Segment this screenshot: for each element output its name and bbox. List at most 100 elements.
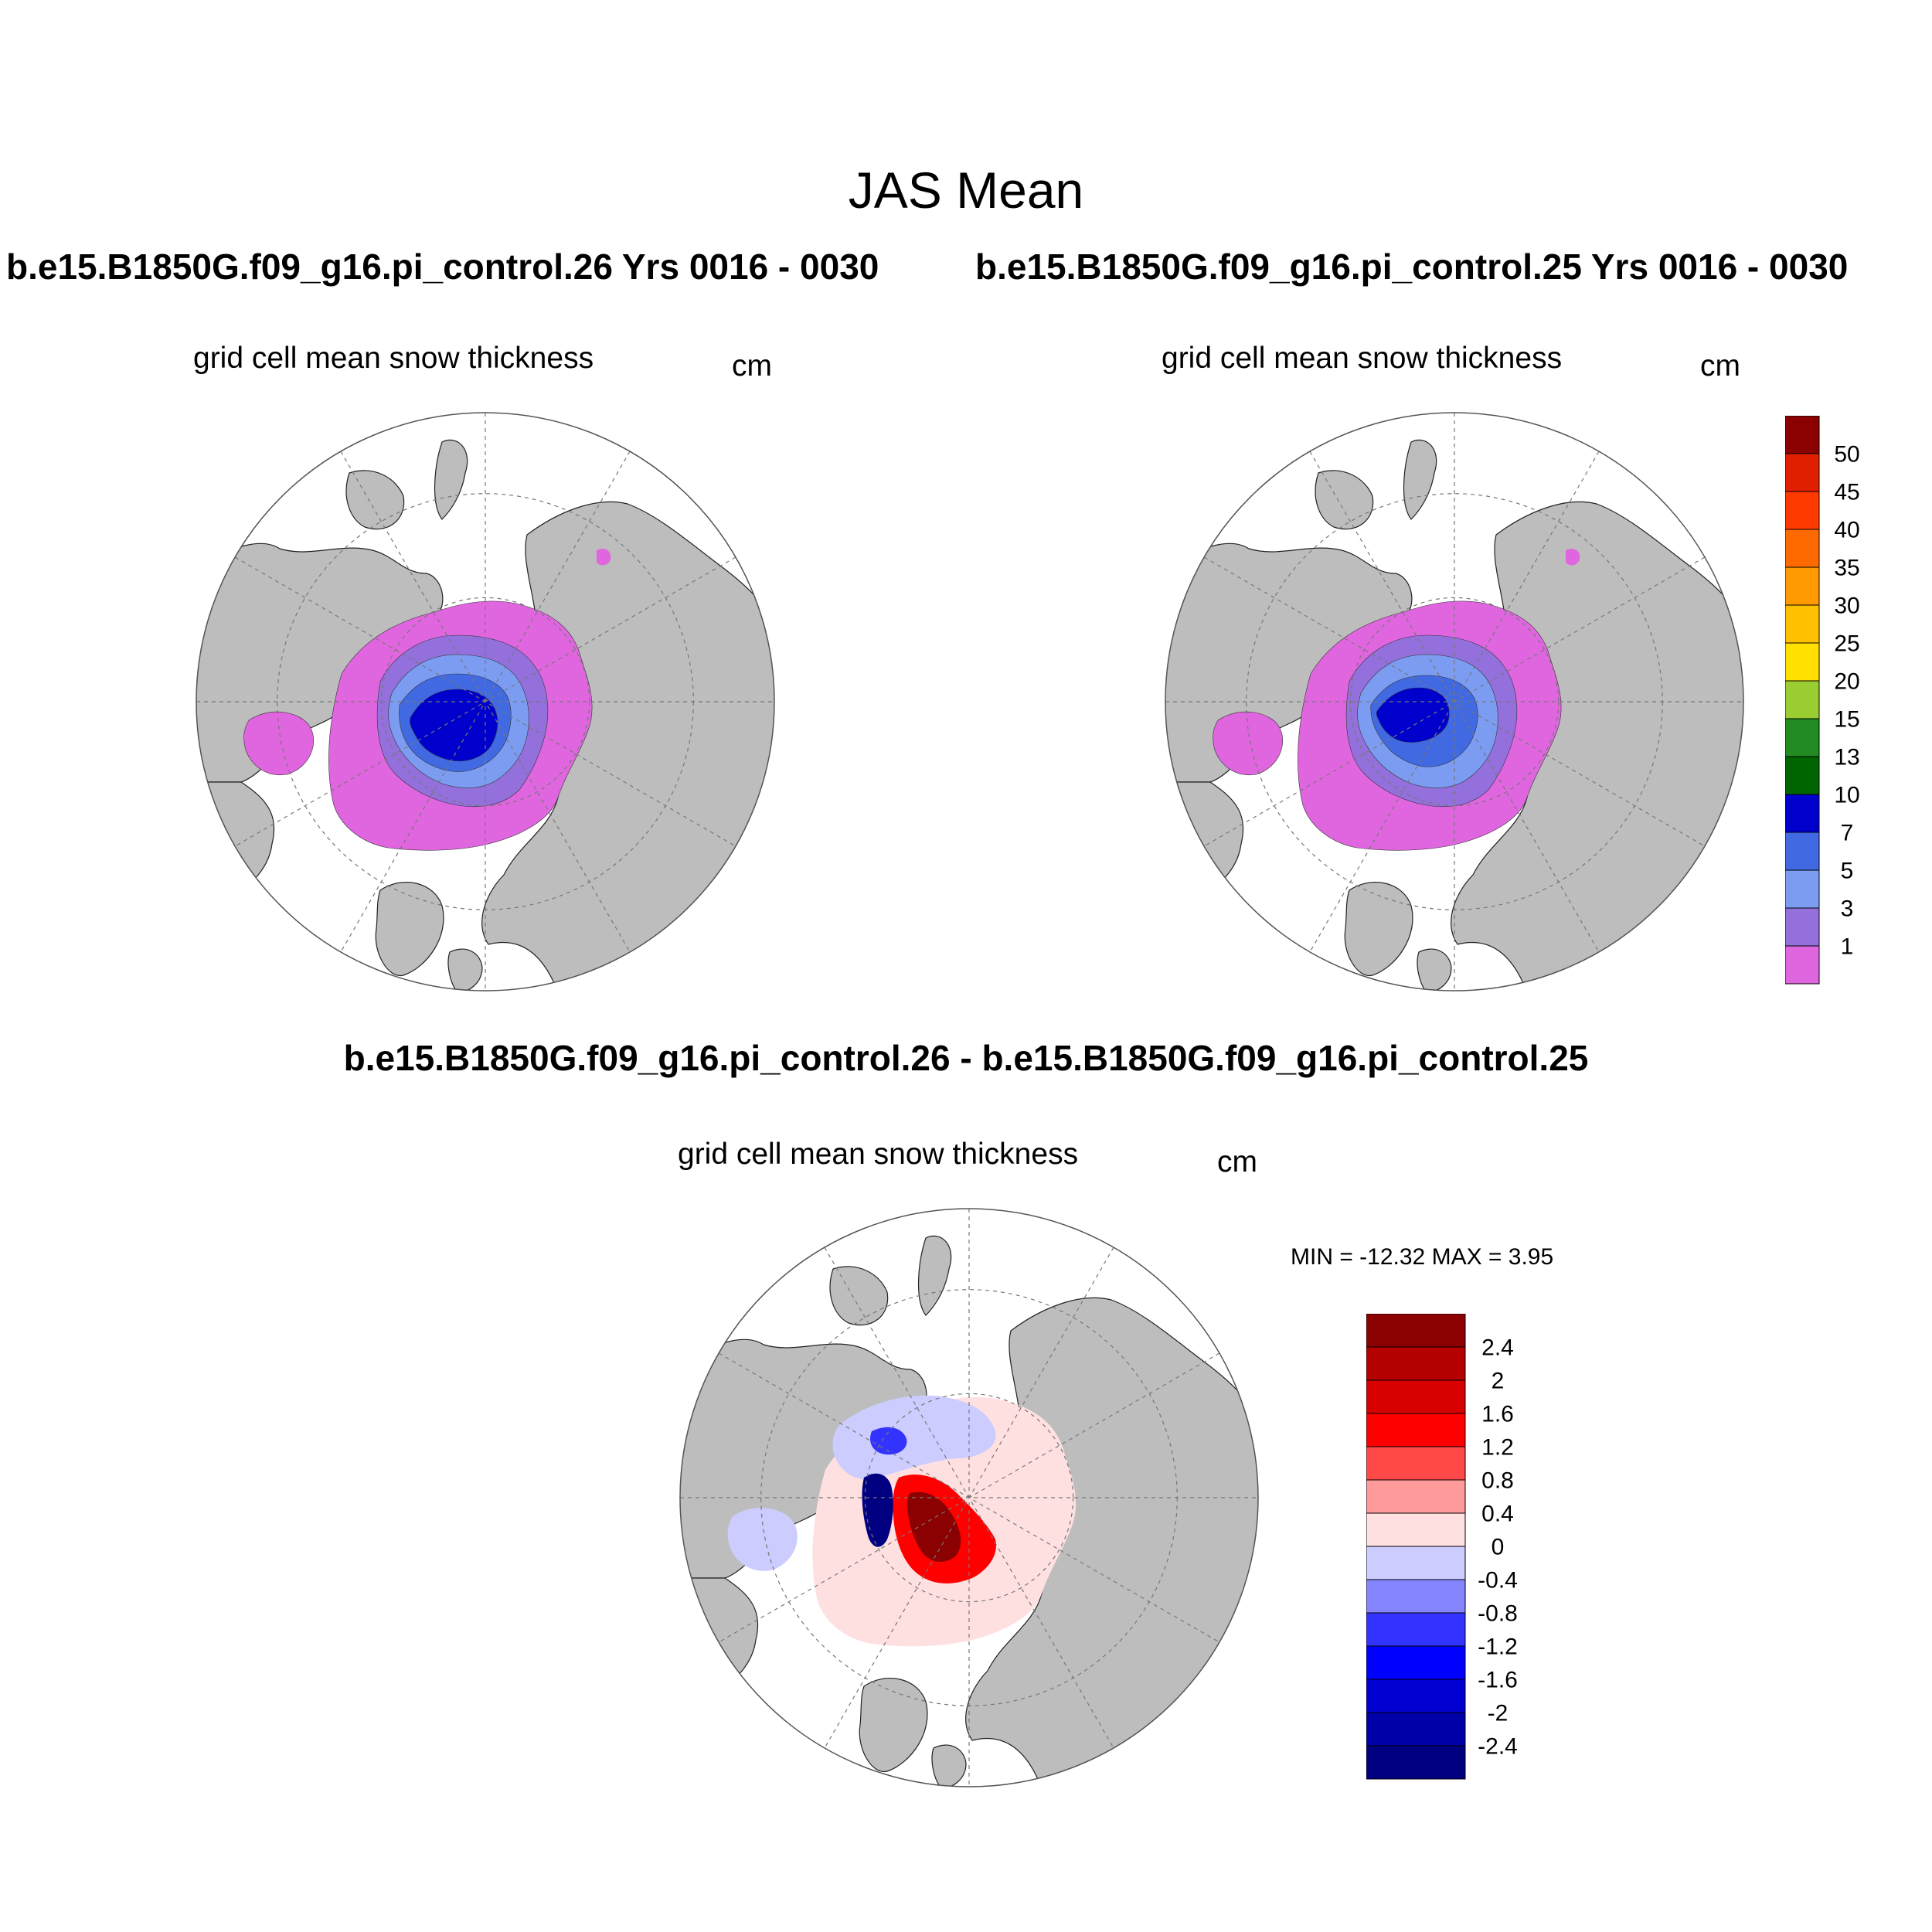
land-britain — [447, 948, 483, 991]
graticule — [680, 1209, 1258, 1787]
colorbar-box-9 — [1785, 604, 1820, 644]
colorbar-label: 13 — [1834, 745, 1859, 770]
case2-title: b.e15.B1850G.f09_g16.pi_control.25 Yrs 0… — [975, 247, 1849, 287]
colorbar-box-12 — [1366, 1346, 1466, 1381]
land-scandinavia — [375, 882, 444, 976]
colorbar-label: 35 — [1834, 556, 1859, 581]
land-kamchatka — [434, 439, 468, 520]
difference-polar-map — [679, 1208, 1259, 1787]
colorbar-label: 25 — [1834, 631, 1859, 657]
colorbar-box-4 — [1366, 1612, 1466, 1647]
map-border — [196, 412, 775, 992]
colorbar-label: 1.6 — [1481, 1402, 1514, 1427]
latitude-circle-0 — [380, 597, 590, 807]
colorbar-label: 1.2 — [1481, 1435, 1514, 1461]
colorbar-label: 0.8 — [1481, 1468, 1514, 1494]
hudson-bay-snow — [1213, 711, 1283, 776]
case2-polar-map — [1165, 412, 1744, 992]
case1-title: b.e15.B1850G.f09_g16.pi_control.26 Yrs 0… — [6, 247, 879, 287]
difference-title: b.e15.B1850G.f09_g16.pi_control.26 - b.e… — [343, 1038, 1589, 1078]
meridian-150 — [718, 1352, 1220, 1643]
graticule — [1165, 413, 1743, 991]
figure-title: JAS Mean — [848, 162, 1084, 219]
diff-negative-core — [870, 1427, 907, 1455]
colorbar-label: 2 — [1492, 1369, 1505, 1394]
colorbar-label: 50 — [1834, 442, 1859, 468]
land-britain — [1417, 948, 1452, 991]
map-clip-area — [680, 1209, 1258, 1787]
case2-variable-label: grid cell mean snow thickness — [1162, 342, 1563, 375]
colorbar-label: 30 — [1834, 594, 1859, 619]
diff-positive-core — [906, 1492, 961, 1562]
latitude-circle-0 — [864, 1393, 1074, 1603]
colorbar-label: -1.2 — [1478, 1634, 1518, 1660]
case1-polar-map — [196, 412, 775, 992]
colorbar-box-10 — [1366, 1413, 1466, 1447]
colorbar-box-3 — [1785, 832, 1820, 871]
colorbar-box-5 — [1366, 1579, 1466, 1614]
colorbar-box-8 — [1785, 642, 1820, 682]
diff-variable-label: grid cell mean snow thickness — [678, 1138, 1079, 1171]
colorbar-label: -2 — [1488, 1701, 1509, 1726]
colorbar-box-9 — [1366, 1446, 1466, 1481]
colorbar-label: 0 — [1492, 1535, 1505, 1560]
snow-contours — [1298, 600, 1562, 851]
colorbar-box-7 — [1366, 1512, 1466, 1547]
okhotsk-snow — [597, 549, 611, 566]
case1-variable-label: grid cell mean snow thickness — [193, 342, 594, 375]
land-scandinavia — [859, 1678, 928, 1772]
colorbar-box-11 — [1785, 529, 1820, 568]
graticule — [196, 413, 774, 991]
colorbar-box-5 — [1785, 756, 1820, 795]
colorbar-box-0 — [1785, 945, 1820, 985]
case2-map-group — [1165, 412, 1744, 992]
colorbar-box-14 — [1785, 416, 1820, 454]
diff-minmax-label: MIN = -12.32 MAX = 3.95 — [1291, 1244, 1554, 1270]
colorbar-box-4 — [1785, 794, 1820, 833]
colorbar-box-10 — [1785, 566, 1820, 606]
land-kamchatka — [917, 1235, 952, 1316]
colorbar-box-6 — [1785, 718, 1820, 757]
latitude-circle-0 — [1349, 597, 1560, 807]
hudson-bay-diff — [727, 1508, 798, 1571]
colorbar-diff-group: -2.4 -2 -1.6 -1.2 -0.8 -0.4 0 0.4 0.8 1.2 1.6 2 2.4 — [1366, 1314, 1518, 1780]
colorbar-label: 10 — [1834, 783, 1859, 808]
colorbar-label: -0.4 — [1478, 1568, 1518, 1594]
colorbar-label: 15 — [1834, 707, 1859, 733]
colorbar-label: -2.4 — [1478, 1734, 1518, 1760]
colorbar-label: -0.8 — [1478, 1601, 1518, 1627]
snow-level-4 — [410, 689, 498, 762]
colorbar-box-8 — [1366, 1479, 1466, 1514]
map-border — [1165, 412, 1744, 992]
case2-units-label: cm — [1700, 349, 1740, 383]
diff-contours — [812, 1395, 1077, 1647]
hudson-bay-snow — [243, 711, 314, 776]
colorbar-label: 5 — [1841, 859, 1854, 884]
colorbar-difference: -2.4 -2 -1.6 -1.2 -0.8 -0.4 0 0.4 0.8 1.2 1.6 2 2.4 — [1366, 1314, 1518, 1780]
diff-map-group — [679, 1208, 1259, 1787]
colorbar-label: 3 — [1841, 896, 1854, 922]
colorbar-box-11 — [1366, 1379, 1466, 1414]
meridian-150 — [1203, 556, 1706, 847]
colorbar-label: -1.6 — [1478, 1668, 1518, 1693]
map-clip-area — [1165, 413, 1743, 991]
colorbar-box-1 — [1366, 1712, 1466, 1747]
colorbar-label: 45 — [1834, 480, 1859, 505]
colorbar-label: 0.4 — [1481, 1502, 1514, 1527]
colorbar-box-13 — [1366, 1314, 1466, 1348]
case1-units-label: cm — [732, 349, 772, 383]
colorbar-label: 7 — [1841, 821, 1854, 846]
colorbar-box-6 — [1366, 1546, 1466, 1580]
land-kamchatka — [1403, 439, 1437, 520]
colorbar-box-1 — [1785, 907, 1820, 947]
colorbar-box-2 — [1785, 869, 1820, 909]
snow-contours — [328, 600, 593, 851]
land-britain — [931, 1744, 967, 1787]
colorbar-box-7 — [1785, 680, 1820, 719]
colorbar-label: 20 — [1834, 669, 1859, 695]
case1-map-group — [196, 412, 775, 992]
land-alaska-edge — [680, 1577, 759, 1702]
meridian-150 — [234, 556, 736, 847]
